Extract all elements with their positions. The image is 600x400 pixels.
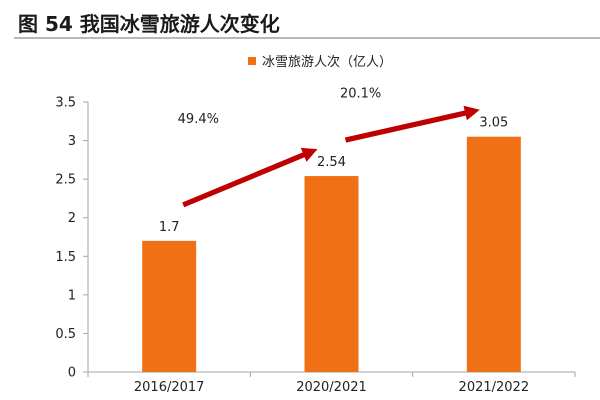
y-tick-label: 3: [68, 134, 76, 149]
y-tick-label: 0.5: [55, 327, 76, 342]
y-tick-label: 1.5: [55, 250, 76, 265]
bar: [142, 240, 197, 372]
bars: [142, 136, 521, 372]
x-tick-label: 2016/2017: [134, 380, 205, 395]
legend-label: 冰雪旅游人次（亿人）: [262, 54, 392, 70]
legend: 冰雪旅游人次（亿人）: [248, 54, 392, 70]
growth-arrow: [182, 147, 318, 208]
bar-value-label: 2.54: [317, 155, 346, 170]
bar-value-label: 3.05: [479, 116, 508, 131]
title-rule: [14, 37, 600, 39]
y-axis-ticks: 0 0.5 1 1.5 2 2.5 3 3.5: [55, 96, 88, 381]
bar: [304, 176, 359, 372]
figure-title: 图 54 我国冰雪旅游人次变化: [18, 12, 280, 36]
data-labels: 1.7 2.54 3.05: [159, 116, 508, 235]
y-tick-label: 0: [68, 366, 76, 381]
growth-rate-label: 20.1%: [340, 87, 381, 102]
bar-value-label: 1.7: [159, 220, 180, 235]
x-tick-label: 2020/2021: [296, 380, 367, 395]
y-tick-label: 1: [68, 288, 76, 303]
y-tick-label: 2.5: [55, 173, 76, 188]
x-axis-ticks: 2016/2017 2020/2021 2021/2022: [87, 372, 576, 395]
y-tick-label: 2: [68, 211, 76, 226]
x-tick-label: 2021/2022: [459, 380, 530, 395]
growth-arrow: [344, 105, 480, 143]
y-tick-label: 3.5: [55, 96, 76, 111]
growth-annotations: 49.4% 20.1%: [178, 87, 480, 208]
figure-header: 图 54 我国冰雪旅游人次变化: [0, 0, 600, 46]
growth-rate-label: 49.4%: [178, 112, 219, 127]
legend-swatch: [248, 57, 256, 65]
bar: [466, 136, 521, 372]
